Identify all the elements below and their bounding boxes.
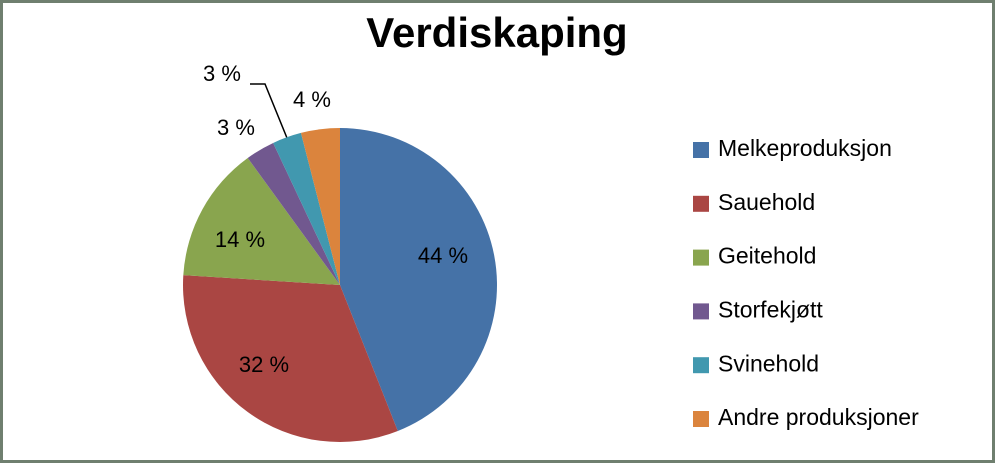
data-label: 3 % bbox=[203, 61, 241, 86]
chart-title: Verdiskaping bbox=[366, 9, 627, 56]
pie-slice bbox=[183, 157, 340, 285]
legend-swatch bbox=[693, 142, 709, 158]
legend-label: Storfekjøtt bbox=[718, 296, 823, 322]
pie-slice bbox=[273, 132, 340, 285]
legend-label: Sauehold bbox=[718, 189, 815, 215]
pie-slice bbox=[247, 142, 340, 285]
data-label: 3 % bbox=[217, 115, 255, 140]
legend-swatch bbox=[693, 303, 709, 320]
legend-label: Geitehold bbox=[718, 243, 816, 269]
legend-swatch bbox=[693, 249, 709, 266]
legend-label: Andre produksjoner bbox=[718, 404, 919, 430]
data-label: 4 % bbox=[293, 87, 331, 112]
leader-line bbox=[250, 83, 288, 139]
data-label: 14 % bbox=[215, 227, 265, 252]
pie-slice bbox=[182, 275, 398, 443]
legend-label: Svinehold bbox=[718, 350, 819, 376]
legend-swatch bbox=[693, 195, 709, 212]
legend-swatch bbox=[693, 411, 709, 427]
data-label: 44 % bbox=[418, 243, 468, 268]
legend-swatch bbox=[693, 357, 709, 374]
pie-slice bbox=[340, 128, 498, 431]
pie-slice bbox=[300, 128, 340, 285]
legend-label: Melkeproduksjon bbox=[718, 135, 892, 161]
data-label: 32 % bbox=[239, 352, 289, 377]
